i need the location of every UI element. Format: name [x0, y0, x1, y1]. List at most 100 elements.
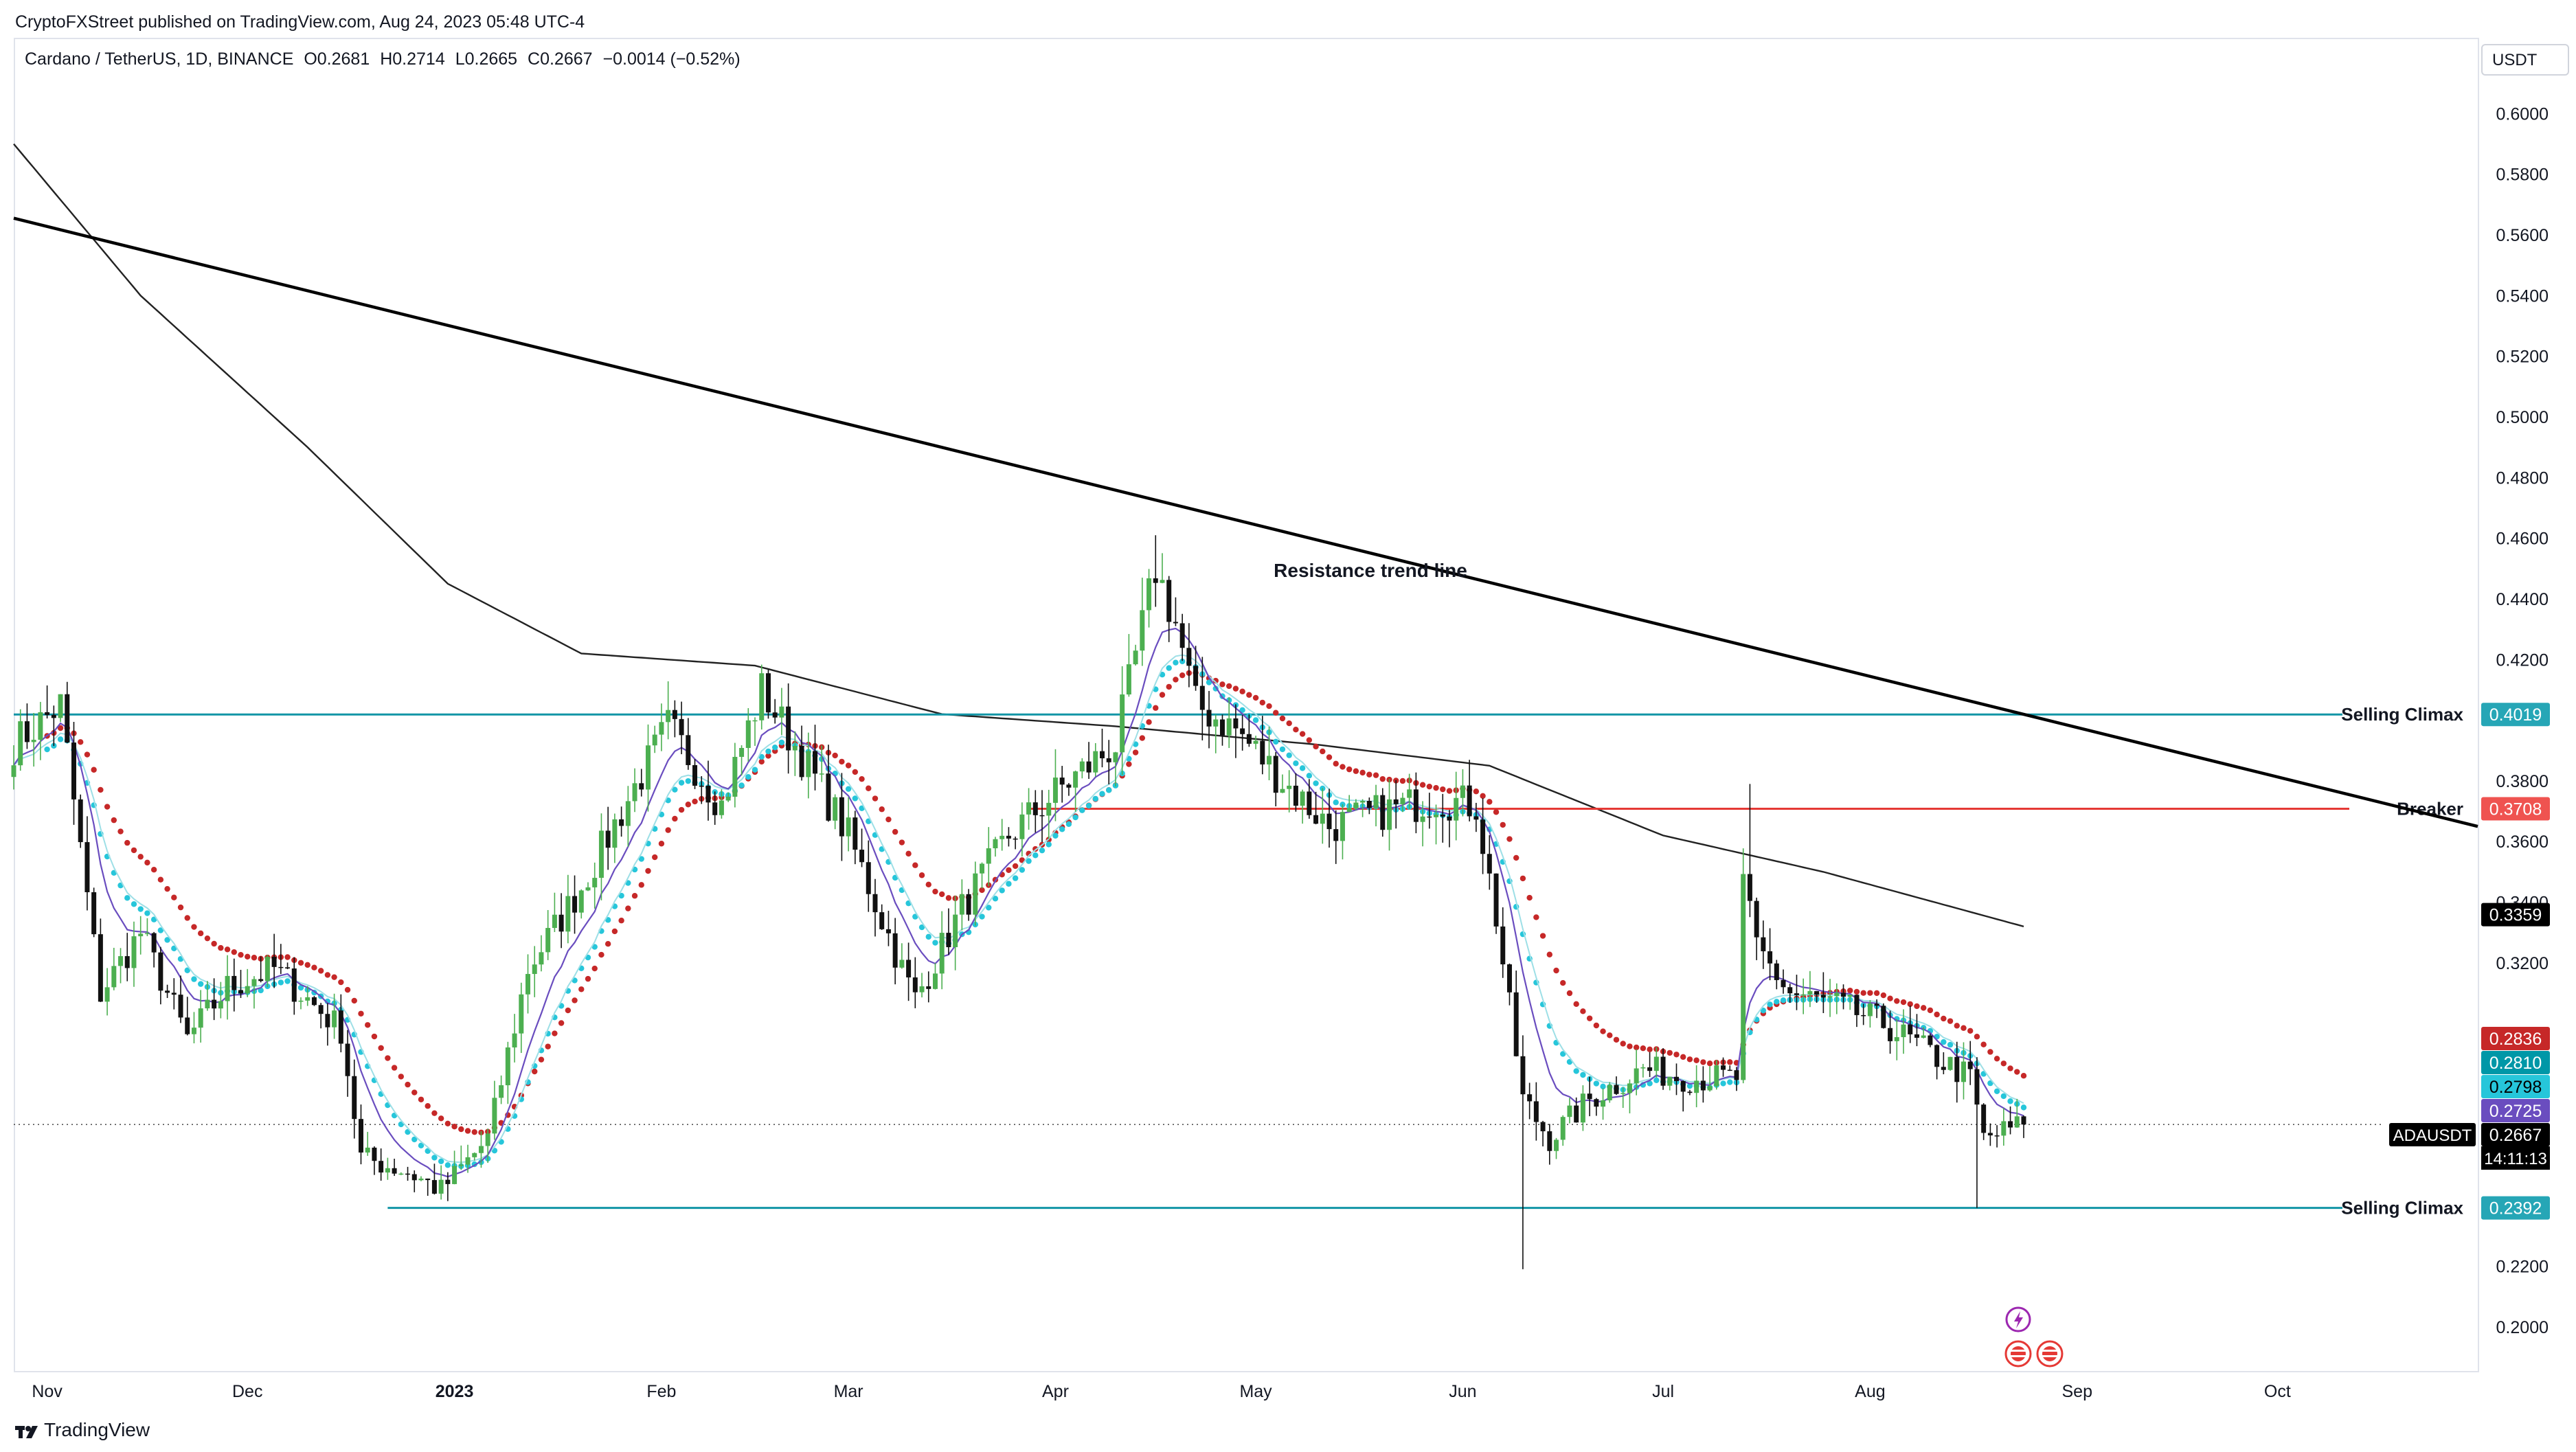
cyan-dot: [1166, 665, 1172, 671]
red-dot: [1366, 771, 1372, 778]
candle-body: [686, 735, 691, 765]
us-flag-glyph-icon: [2010, 1346, 2026, 1361]
candle-body: [1667, 1076, 1673, 1086]
red-dot: [618, 918, 624, 924]
red-dot: [945, 895, 952, 901]
resistance-trendline[interactable]: [13, 216, 2478, 828]
candle-body: [1694, 1080, 1699, 1093]
red-dot: [171, 894, 177, 900]
cyan-dot: [1072, 814, 1078, 821]
candle-body: [2001, 1121, 2007, 1136]
candle-body: [1300, 791, 1305, 806]
red-dot: [57, 725, 64, 731]
time-tick-label: Jul: [1652, 1382, 1674, 1401]
red-dot: [672, 815, 678, 822]
red-dot: [572, 997, 578, 1003]
candle-body: [1754, 900, 1759, 938]
candle-body: [1146, 578, 1152, 611]
red-dot: [1232, 685, 1239, 692]
candle-body: [813, 751, 818, 774]
candle-body: [1487, 854, 1492, 874]
currency-selector[interactable]: USDT: [2481, 44, 2569, 76]
candle-body: [946, 933, 951, 948]
candle-body: [1987, 1133, 1993, 1136]
candle-body: [1527, 1094, 1533, 1102]
red-dot: [678, 806, 685, 813]
candle-body: [552, 914, 557, 929]
candle-body: [1614, 1085, 1619, 1094]
red-dot: [1299, 731, 1306, 737]
candle-body: [1767, 951, 1773, 964]
red-dot: [405, 1081, 411, 1088]
candle-body: [645, 745, 651, 790]
red-dot: [338, 979, 344, 986]
candle-body: [1086, 761, 1092, 773]
red-dot: [1914, 1003, 1920, 1010]
candle-body: [1874, 1003, 1879, 1006]
red-dot: [685, 802, 692, 808]
cyan-dot: [1159, 672, 1166, 678]
cyan-dot: [1767, 1001, 1773, 1008]
cyan-dot: [1333, 799, 1339, 806]
red-dot: [1987, 1049, 1993, 1055]
symbol-legend: Cardano / TetherUS, 1D, BINANCE O0.2681 …: [25, 49, 746, 69]
level-price-value: 0.4019: [2489, 705, 2542, 725]
red-dot: [1212, 677, 1219, 684]
red-dot: [1419, 782, 1426, 788]
red-dot: [1967, 1028, 1974, 1034]
price-axis[interactable]: [2478, 38, 2576, 1372]
axis-price-value: 0.3359: [2489, 906, 2542, 925]
candle-body: [846, 817, 851, 837]
symbol-tag-label: ADAUSDT: [2393, 1126, 2472, 1145]
candle-body: [65, 694, 70, 743]
candle-body: [1019, 814, 1025, 839]
cyan-dot: [425, 1148, 431, 1154]
time-tick-label: May: [1239, 1382, 1272, 1401]
candle-body: [885, 929, 891, 933]
red-dot: [1880, 992, 1887, 999]
candle-body: [1199, 685, 1205, 710]
cyan-dot: [1059, 826, 1065, 832]
red-dot: [464, 1128, 471, 1134]
red-dot: [284, 954, 291, 960]
red-dot: [84, 751, 91, 758]
red-dot: [91, 767, 97, 773]
red-dot: [1974, 1034, 1980, 1040]
flag-stripe: [2042, 1350, 2057, 1352]
tradingview-footer[interactable]: TradingView: [15, 1419, 150, 1441]
symbol-name[interactable]: Cardano / TetherUS, 1D, BINANCE: [25, 49, 294, 69]
red-dot: [365, 1022, 371, 1028]
cyan-dot: [1092, 795, 1098, 802]
plot-area[interactable]: [14, 38, 2478, 1372]
red-dot: [1934, 1011, 1940, 1018]
red-dot: [1620, 1041, 1626, 1047]
cyan-dot: [1026, 858, 1032, 864]
trendline-label: Resistance trend line: [1274, 560, 1467, 581]
candle-body: [78, 799, 83, 843]
time-tick-label: Jun: [1449, 1382, 1476, 1401]
candle-body: [165, 990, 170, 993]
cyan-dot: [1079, 807, 1085, 813]
candle-body: [311, 997, 317, 1006]
candle-body: [205, 999, 210, 1009]
cyan-dot: [137, 906, 144, 912]
red-dot: [245, 953, 251, 960]
candle-body: [619, 819, 624, 826]
cyan-dot: [979, 914, 985, 920]
candle-body: [772, 712, 778, 718]
red-dot: [1566, 990, 1573, 997]
red-dot: [558, 1020, 565, 1026]
axis-price-value: 0.2836: [2489, 1030, 2542, 1049]
cyan-dot: [1780, 997, 1787, 1003]
candle-body: [745, 720, 751, 748]
red-dot: [665, 827, 671, 833]
red-dot: [1480, 793, 1486, 799]
cyan-dot: [191, 976, 197, 982]
candle-body: [345, 1043, 350, 1076]
candle-body: [1580, 1093, 1585, 1123]
cyan-dot: [1106, 787, 1112, 793]
red-dot: [1680, 1054, 1686, 1060]
cyan-dot: [771, 744, 778, 751]
price-tick-label: 0.6000: [2496, 104, 2549, 124]
red-dot: [1225, 683, 1232, 690]
